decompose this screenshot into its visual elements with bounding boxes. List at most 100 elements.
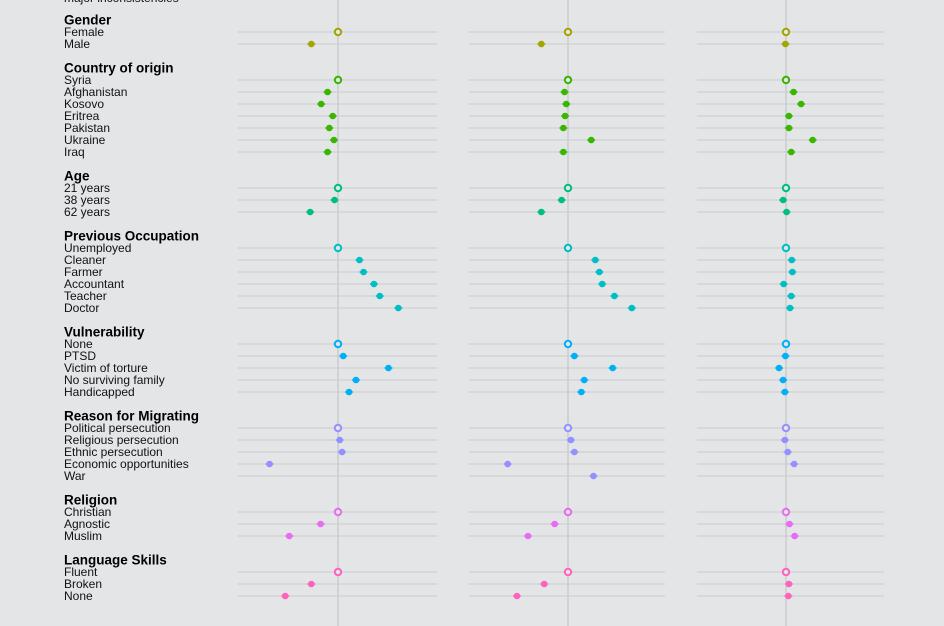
estimate-point [336,436,344,444]
estimate-point [370,280,378,288]
group-header-religion: Religion [64,493,117,508]
level-label-christian: Christian [64,505,111,519]
level-label-broken: Broken [64,577,102,591]
estimate-point [560,124,567,132]
level-label-muslim: Muslim [64,529,102,543]
level-label-fluent: Fluent [64,565,98,579]
reference-point [563,27,573,37]
estimate-point [571,448,578,456]
estimate-point [540,580,548,588]
level-label-war: War [64,469,86,483]
estimate-point [308,580,315,588]
level-label-kosovo: Kosovo [64,97,104,111]
level-label-syria: Syria [64,73,92,87]
estimate-point [562,100,570,108]
estimate-point [329,112,337,120]
top-partial-label: major inconsistencies [64,0,179,5]
level-label-agnostic: Agnostic [64,517,110,531]
reference-point [333,75,343,85]
estimate-point [784,448,792,456]
estimate-point [781,388,789,396]
reference-point [781,567,791,577]
level-label-21-years: 21 years [64,181,110,195]
group-header-vulnerability: Vulnerability [64,325,145,340]
estimate-point [339,352,347,360]
estimate-point [395,304,402,312]
estimate-point [786,304,794,312]
estimate-point [567,436,575,444]
reference-point [333,27,343,37]
level-label-handicapped: Handicapped [64,385,135,399]
level-label-pakistan: Pakistan [64,121,110,135]
reference-point [563,423,573,433]
estimate-point [785,592,792,600]
estimate-point [345,388,353,396]
estimate-point [628,304,636,312]
estimate-point [558,196,565,204]
estimate-point [578,388,585,396]
reference-point [563,339,573,349]
reference-point [333,507,343,517]
estimate-point [338,448,346,456]
reference-point [333,339,343,349]
level-label-political-persecution: Political persecution [64,421,171,435]
reference-point [781,75,791,85]
estimate-point [356,256,363,264]
reference-point [333,567,343,577]
level-label-victim-of-torture: Victim of torture [64,361,148,375]
reference-point [781,243,791,253]
estimate-point [504,460,511,468]
estimate-point [785,112,793,120]
estimate-point [789,268,796,276]
estimate-point [330,136,338,144]
reference-point [563,243,573,253]
level-label-iraq: Iraq [64,145,85,159]
reference-point [563,75,573,85]
level-label-accountant: Accountant [64,277,125,291]
estimate-point [308,40,315,48]
reference-point [563,567,573,577]
estimate-point [782,40,789,48]
estimate-point [787,148,795,156]
level-label-female: Female [64,25,104,39]
estimate-point [324,88,331,96]
level-label-afghanistan: Afghanistan [64,85,127,99]
estimate-point [306,208,314,216]
estimate-point [561,88,568,96]
estimate-point [782,352,789,360]
level-label-ukraine: Ukraine [64,133,106,147]
reference-point [563,507,573,517]
estimate-point [797,100,805,108]
estimate-point [780,280,787,288]
estimate-point [790,88,797,96]
reference-point [781,27,791,37]
level-label-62-years: 62 years [64,205,110,219]
reference-point [333,423,343,433]
level-label-none: None [64,589,93,603]
level-label-ethnic-persecution: Ethnic persecution [64,445,163,459]
reference-point [563,183,573,193]
estimate-point [571,352,578,360]
level-label-none: None [64,337,93,351]
estimate-point [786,520,793,528]
group-header-country-of-origin: Country of origin [64,61,173,76]
level-label-no-surviving-family: No surviving family [64,373,165,387]
group-header-gender: Gender [64,13,112,28]
estimate-point [785,580,793,588]
estimate-point [775,364,783,372]
estimate-point [596,268,603,276]
grid-layer [238,0,884,626]
estimate-point [331,196,338,204]
level-label-male: Male [64,37,90,51]
group-header-language-skills: Language Skills [64,553,167,568]
estimate-point [266,460,273,468]
estimate-point [538,208,545,216]
estimate-point [538,40,545,48]
level-label-teacher: Teacher [64,289,107,303]
estimate-point [580,376,588,384]
estimate-point [352,376,360,384]
level-label-religious-persecution: Religious persecution [64,433,179,447]
estimate-point [561,112,569,120]
estimate-point [551,520,558,528]
